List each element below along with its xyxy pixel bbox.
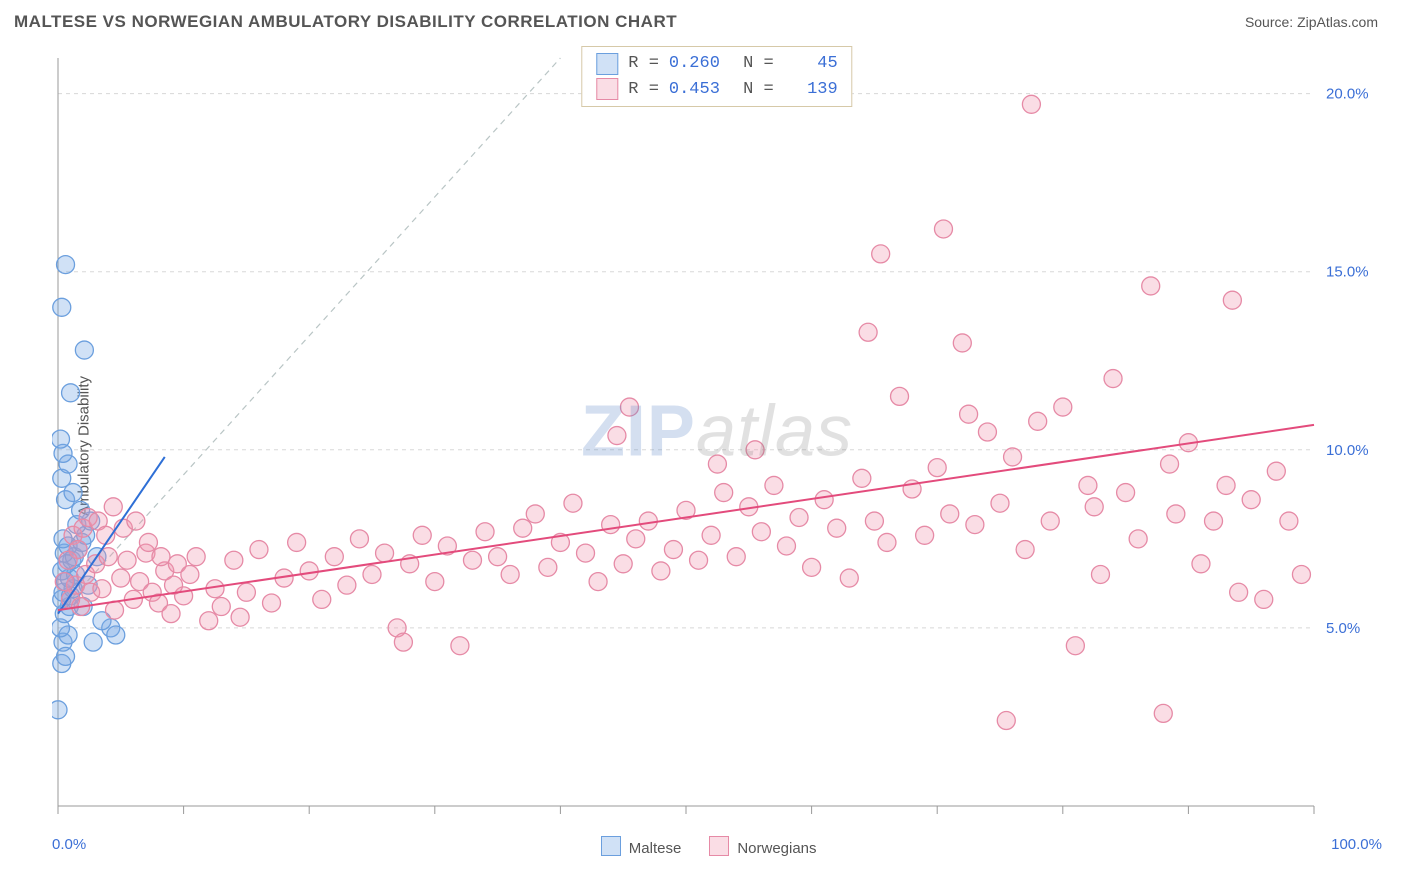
svg-text:5.0%: 5.0% (1326, 620, 1360, 637)
legend-N-value: 45 (784, 51, 838, 77)
legend-N-key: N = (733, 77, 774, 103)
legend-label: Norwegians (737, 840, 816, 857)
legend-R-value: 0.453 (669, 77, 723, 103)
x-axis-min-label: 0.0% (52, 836, 86, 853)
svg-text:15.0%: 15.0% (1326, 264, 1369, 281)
x-axis-footer: 0.0% Maltese Norwegians 100.0% (52, 832, 1382, 886)
statistics-legend: R = 0.260 N = 45 R = 0.453 N = 139 (581, 46, 852, 107)
svg-text:20.0%: 20.0% (1326, 86, 1369, 103)
scatter-svg: 5.0% 10.0% 15.0% 20.0% (52, 46, 1382, 830)
x-axis-max-label: 100.0% (1331, 836, 1382, 853)
chart-source: Source: ZipAtlas.com (1245, 14, 1378, 30)
legend-R-key: R = (628, 51, 659, 77)
legend-R-value: 0.260 (669, 51, 723, 77)
legend-stat-row: R = 0.260 N = 45 (596, 51, 837, 77)
svg-text:10.0%: 10.0% (1326, 442, 1369, 459)
legend-item: Maltese (601, 836, 682, 857)
legend-item: Norwegians (709, 836, 816, 857)
legend-swatch-icon (596, 53, 618, 75)
legend-swatch-icon (601, 836, 621, 856)
chart-title: MALTESE VS NORWEGIAN AMBULATORY DISABILI… (14, 12, 677, 32)
legend-swatch-icon (709, 836, 729, 856)
legend-swatch-icon (596, 78, 618, 100)
legend-R-key: R = (628, 77, 659, 103)
legend-N-key: N = (733, 51, 774, 77)
legend-N-value: 139 (784, 77, 838, 103)
plot-area: 5.0%10.0%15.0%20.0% ZIPatlas R =0.260 N … (52, 46, 1382, 830)
series-legend: Maltese Norwegians (601, 836, 817, 857)
legend-label: Maltese (629, 840, 682, 857)
chart-header: MALTESE VS NORWEGIAN AMBULATORY DISABILI… (0, 0, 1406, 36)
legend-stat-row: R = 0.453 N = 139 (596, 77, 837, 103)
